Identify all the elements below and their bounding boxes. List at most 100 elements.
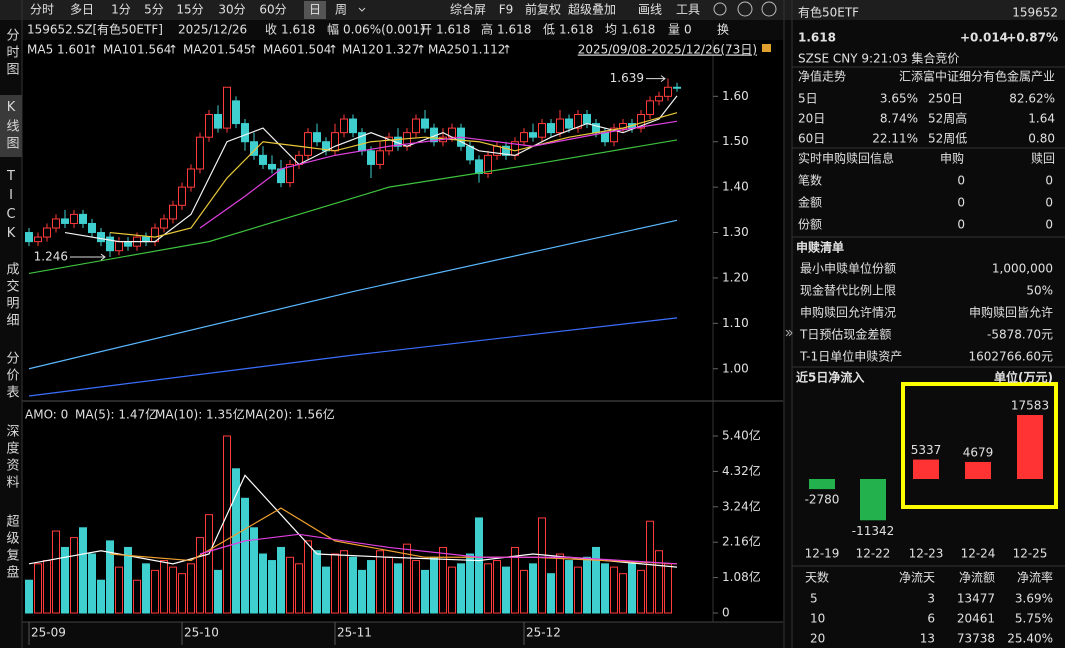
- row-label: 份额: [798, 218, 822, 232]
- period-button[interactable]: 60分: [259, 3, 286, 17]
- return-value: 3.65%: [880, 92, 918, 106]
- y-tick-label: 1.10: [722, 316, 749, 330]
- candle-body: [349, 118, 357, 134]
- ma-legend-name: MA120: [342, 43, 383, 57]
- candle-body: [610, 127, 618, 143]
- candle-body: [583, 113, 591, 125]
- high-label: 1.639: [610, 71, 644, 85]
- exchange-line: SZSE CNY 9:21:03 集合竞价: [798, 51, 959, 66]
- volume-bar: [133, 579, 141, 614]
- row-value: 申购赎回皆允许: [969, 305, 1053, 320]
- row-value: -5878.70元: [987, 328, 1053, 342]
- inflow-category: 12-23: [909, 547, 944, 561]
- quote-value: 1.618: [497, 23, 531, 37]
- candle-body: [574, 113, 582, 129]
- inflow-category: 12-24: [961, 547, 996, 561]
- lock-icon[interactable]: [762, 44, 771, 52]
- close-icon[interactable]: [761, 1, 777, 17]
- quote-label: 低: [543, 23, 555, 37]
- ma-legend-trend: ↑: [88, 43, 98, 57]
- table-cell: 73738: [957, 632, 995, 646]
- volume-bar: [34, 563, 42, 614]
- help-icon[interactable]: [737, 1, 753, 17]
- side-tab[interactable]: 分价表: [3, 350, 19, 402]
- side-tab[interactable]: K线图: [0, 95, 22, 157]
- volume-bar: [259, 553, 267, 614]
- volume-bar: [88, 553, 96, 614]
- ma-line: [28, 139, 678, 274]
- collapse-icon[interactable]: [785, 329, 793, 337]
- volume-bar: [169, 566, 177, 614]
- volume-bar: [592, 546, 600, 614]
- row-value: 0: [957, 196, 965, 210]
- column-header: 赎回: [1031, 152, 1055, 166]
- side-tab[interactable]: 分时图: [3, 27, 19, 79]
- period-dropdown[interactable]: [358, 7, 366, 12]
- row-label: 笔数: [798, 173, 822, 188]
- ma-line: [109, 112, 678, 238]
- period-button[interactable]: 分时: [30, 3, 54, 17]
- tool-button[interactable]: 前复权: [525, 2, 561, 17]
- table-header: 净流率: [1017, 570, 1053, 585]
- volume-bar: [394, 563, 402, 614]
- return-label: 52周高: [928, 111, 967, 126]
- inflow-category: 12-19: [805, 547, 840, 561]
- settings-icon[interactable]: [713, 2, 727, 16]
- side-tab[interactable]: 成交明细: [3, 262, 19, 330]
- period-button[interactable]: 多日: [70, 3, 94, 17]
- candle-body: [79, 213, 87, 224]
- volume-bar: [196, 537, 204, 614]
- volume-bar: [268, 560, 276, 614]
- side-tab[interactable]: TICK: [3, 169, 19, 245]
- fund-code: 159652: [1012, 6, 1058, 20]
- period-button[interactable]: 日: [309, 3, 321, 17]
- tool-button[interactable]: 综合屏: [450, 2, 486, 17]
- ma-legend-name: MA250: [428, 43, 469, 57]
- period-button[interactable]: 15分: [176, 3, 203, 17]
- table-cell: 5.75%: [1015, 612, 1053, 626]
- period-button[interactable]: 周: [335, 3, 347, 17]
- side-tab[interactable]: 深度资料: [3, 424, 19, 492]
- tool-button[interactable]: 画线: [638, 3, 662, 17]
- period-button[interactable]: 5分: [144, 3, 164, 17]
- ma-legend-value: 1.112: [471, 43, 505, 57]
- row-value: 0: [957, 174, 965, 188]
- period-button[interactable]: 30分: [218, 3, 245, 17]
- tool-button[interactable]: 工具: [676, 3, 700, 17]
- row-label: 金额: [798, 195, 822, 210]
- ma-legend-value: 1.545: [217, 43, 251, 57]
- side-tab[interactable]: 超级复盘: [3, 514, 19, 582]
- table-cell: 6: [927, 612, 935, 626]
- volume-bar: [583, 556, 591, 614]
- inflow-label: -2780: [805, 493, 840, 507]
- candle-body: [304, 132, 312, 156]
- row-value: 0: [957, 218, 965, 232]
- date-range[interactable]: 2025/09/08-2025/12/26(73日): [578, 43, 757, 57]
- table-cell: 20: [810, 632, 825, 646]
- volume-bar: [556, 553, 564, 614]
- period-button[interactable]: 1分: [111, 3, 131, 17]
- volume-bar: [448, 566, 456, 614]
- volume-bar: [223, 435, 231, 614]
- candle-body: [88, 222, 96, 234]
- ma-legend-name: MA60: [263, 43, 297, 57]
- return-value: 0.80: [1028, 132, 1055, 146]
- ma-legend-trend: ↑: [502, 43, 512, 57]
- volume-bar: [232, 468, 240, 614]
- section-title: 实时申购赎回信息: [798, 151, 894, 166]
- x-tick-label: 25-12: [526, 626, 561, 640]
- inflow-category: 12-22: [856, 547, 891, 561]
- volume-bar: [475, 517, 483, 614]
- toolbar-bg: [0, 0, 1065, 20]
- candle-body: [43, 227, 51, 238]
- volume-bar: [124, 546, 132, 614]
- low-arrow: [70, 253, 106, 261]
- candle-body: [367, 150, 375, 165]
- candle-body: [187, 168, 195, 188]
- candle-body: [124, 241, 132, 247]
- tool-button[interactable]: F9: [499, 3, 514, 17]
- table-cell: 13: [920, 632, 935, 646]
- tool-button[interactable]: 超级叠加: [568, 2, 616, 17]
- row-value: 1602766.60元: [968, 350, 1053, 364]
- row-label: T日预估现金差额: [799, 327, 891, 342]
